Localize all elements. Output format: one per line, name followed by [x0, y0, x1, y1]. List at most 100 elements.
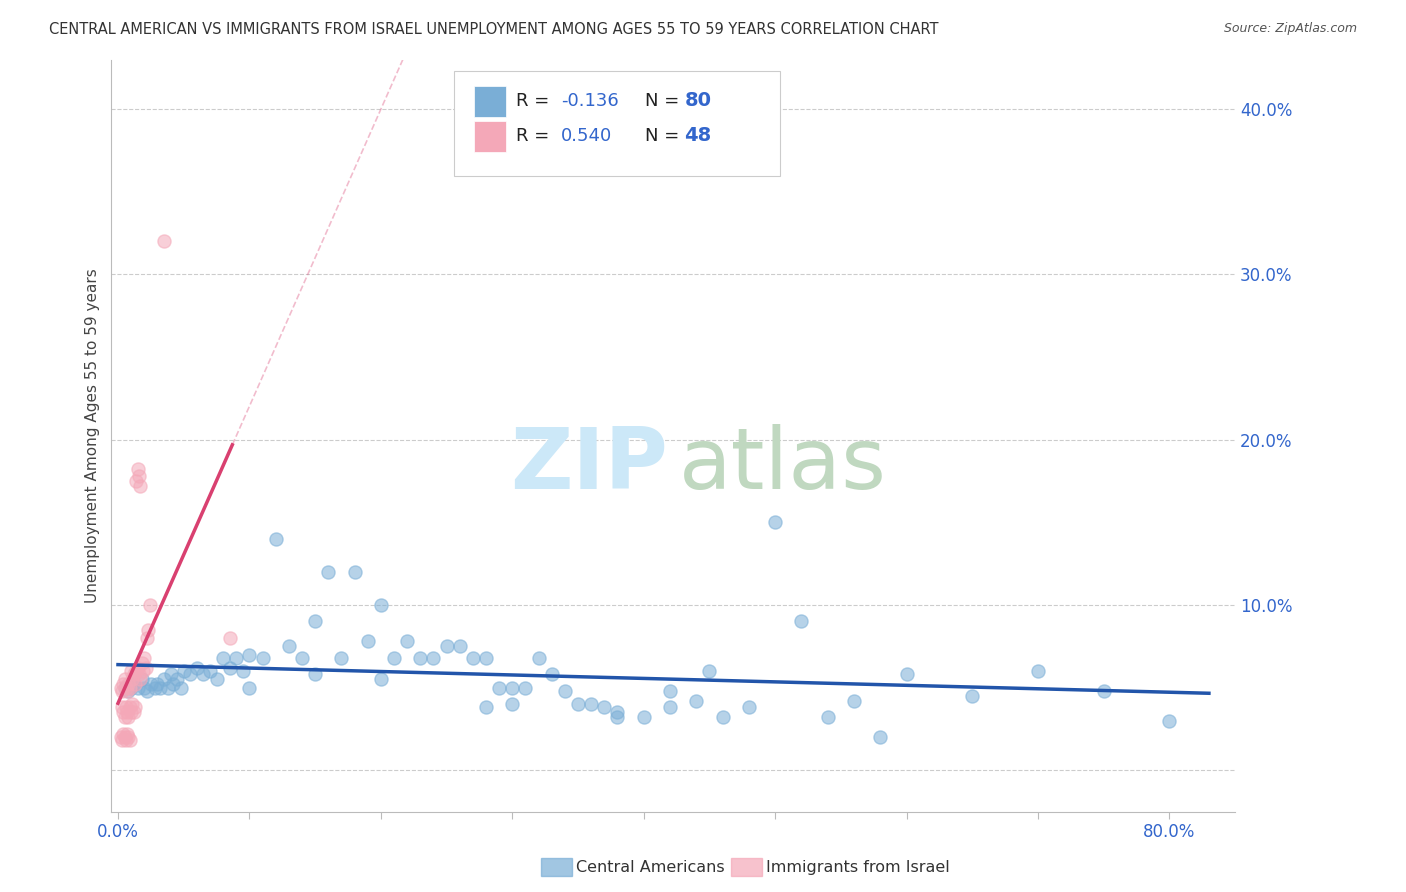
- Point: [449, 640, 471, 654]
- Point: [132, 664, 155, 678]
- Point: [304, 667, 326, 681]
- Point: [127, 681, 149, 695]
- Point: [128, 469, 150, 483]
- Y-axis label: Unemployment Among Ages 55 to 59 years: Unemployment Among Ages 55 to 59 years: [86, 268, 100, 603]
- Point: [135, 631, 157, 645]
- Point: [110, 681, 132, 695]
- Point: [540, 667, 562, 681]
- Point: [134, 681, 156, 695]
- Point: [896, 667, 918, 681]
- Point: [962, 689, 984, 703]
- Point: [252, 650, 274, 665]
- Point: [117, 730, 139, 744]
- Text: Source: ZipAtlas.com: Source: ZipAtlas.com: [1223, 22, 1357, 36]
- Text: Immigrants from Israel: Immigrants from Israel: [766, 860, 950, 874]
- Point: [699, 664, 721, 678]
- Point: [112, 727, 135, 741]
- Point: [461, 650, 484, 665]
- Point: [110, 730, 132, 744]
- Point: [205, 673, 228, 687]
- Point: [212, 650, 235, 665]
- Point: [118, 700, 141, 714]
- Point: [138, 598, 160, 612]
- Point: [127, 661, 149, 675]
- Point: [127, 462, 149, 476]
- Point: [111, 700, 134, 714]
- Point: [554, 684, 576, 698]
- Point: [409, 650, 432, 665]
- Text: 48: 48: [685, 126, 711, 145]
- Point: [125, 474, 148, 488]
- Point: [593, 700, 616, 714]
- Point: [135, 661, 157, 675]
- Point: [1159, 714, 1181, 728]
- Point: [114, 673, 136, 687]
- Point: [146, 677, 169, 691]
- Point: [606, 706, 628, 720]
- Point: [711, 710, 734, 724]
- Point: [111, 684, 134, 698]
- Point: [156, 681, 179, 695]
- Point: [170, 681, 193, 695]
- Point: [120, 706, 142, 720]
- Point: [685, 694, 707, 708]
- Point: [515, 681, 537, 695]
- Point: [316, 565, 339, 579]
- Point: [149, 681, 172, 695]
- Point: [153, 673, 176, 687]
- Point: [117, 684, 139, 698]
- Point: [115, 706, 138, 720]
- Point: [114, 681, 136, 695]
- Point: [198, 664, 221, 678]
- Point: [115, 733, 138, 747]
- Point: [173, 664, 195, 678]
- Text: ZIP: ZIP: [510, 424, 668, 508]
- Point: [121, 697, 143, 711]
- Point: [869, 730, 891, 744]
- Point: [330, 650, 353, 665]
- Text: 0.540: 0.540: [561, 127, 612, 145]
- Point: [115, 727, 138, 741]
- Point: [114, 710, 136, 724]
- Text: N =: N =: [645, 92, 685, 110]
- Point: [396, 634, 419, 648]
- Point: [842, 694, 865, 708]
- Point: [238, 648, 260, 662]
- Point: [225, 650, 247, 665]
- Point: [436, 640, 458, 654]
- Point: [232, 664, 254, 678]
- Point: [125, 664, 148, 678]
- Point: [131, 673, 153, 687]
- Text: N =: N =: [645, 127, 685, 145]
- Point: [357, 634, 380, 648]
- Point: [139, 677, 162, 691]
- Point: [115, 684, 138, 698]
- Point: [131, 656, 153, 670]
- Point: [135, 684, 157, 698]
- Point: [218, 631, 240, 645]
- Point: [790, 615, 813, 629]
- Text: Central Americans: Central Americans: [576, 860, 725, 874]
- Text: R =: R =: [516, 127, 555, 145]
- Point: [579, 697, 602, 711]
- Point: [606, 710, 628, 724]
- Text: CENTRAL AMERICAN VS IMMIGRANTS FROM ISRAEL UNEMPLOYMENT AMONG AGES 55 TO 59 YEAR: CENTRAL AMERICAN VS IMMIGRANTS FROM ISRA…: [49, 22, 939, 37]
- Point: [304, 615, 326, 629]
- Point: [153, 235, 176, 249]
- Point: [122, 667, 145, 681]
- Point: [120, 664, 142, 678]
- Text: 80: 80: [685, 92, 711, 111]
- Point: [166, 673, 188, 687]
- Point: [117, 677, 139, 691]
- Text: R =: R =: [516, 92, 555, 110]
- Point: [738, 700, 761, 714]
- Point: [111, 733, 134, 747]
- Point: [134, 650, 156, 665]
- Point: [218, 661, 240, 675]
- Point: [475, 650, 498, 665]
- Point: [659, 684, 682, 698]
- Point: [422, 650, 444, 665]
- Point: [186, 661, 208, 675]
- Point: [501, 681, 523, 695]
- Point: [343, 565, 366, 579]
